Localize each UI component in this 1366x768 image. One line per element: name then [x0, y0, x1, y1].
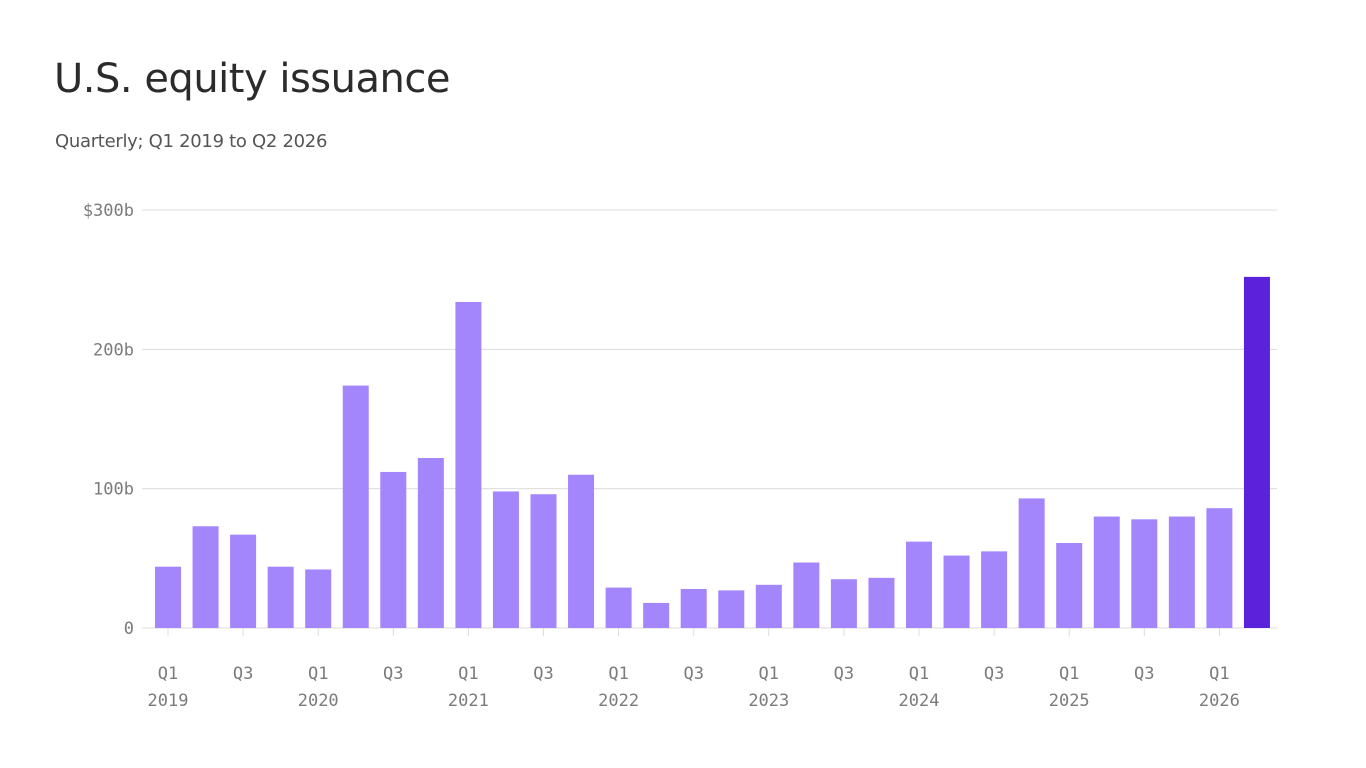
x-tick-year-label: 2022: [598, 691, 639, 711]
x-tick-quarter-label: Q1: [158, 664, 178, 684]
bar-q4-2024: [1018, 498, 1045, 628]
bar-q3-2020: [380, 471, 407, 628]
x-tick-quarter-label: Q3: [533, 664, 553, 684]
x-tick-quarter-label: Q1: [308, 664, 328, 684]
y-axis-ticks: 0 100b 200b $300b: [83, 201, 134, 639]
x-tick-year-label: 2019: [148, 691, 189, 711]
bar-q1-2026: [1206, 508, 1233, 628]
bar-q2-2022: [643, 602, 670, 628]
bar-q2-2020: [342, 385, 369, 628]
x-tick-quarter-label: Q3: [984, 664, 1004, 684]
x-tick-quarter-label: Q1: [759, 664, 779, 684]
bar-q4-2021: [568, 474, 595, 628]
bar-q4-2022: [718, 590, 745, 628]
bar-q3-2022: [680, 588, 707, 628]
x-tick-quarter-label: Q1: [458, 664, 478, 684]
x-tick-year-label: 2024: [899, 691, 940, 711]
y-tick-label: 0: [124, 619, 134, 639]
x-tick-year-label: 2026: [1199, 691, 1240, 711]
bar-q4-2025: [1168, 516, 1195, 628]
x-tick-quarter-label: Q1: [909, 664, 929, 684]
x-tick-quarter-label: Q3: [383, 664, 403, 684]
bar-q1-2022: [605, 587, 632, 628]
bar-q4-2019: [267, 566, 294, 628]
bar-q2-2024: [943, 555, 970, 628]
x-tick-year-label: 2021: [448, 691, 489, 711]
bar-q2-2023: [793, 562, 820, 628]
x-tick-quarter-label: Q1: [1209, 664, 1229, 684]
bar-q2-2026: [1243, 276, 1270, 628]
bar-q3-2024: [981, 551, 1008, 628]
x-tick-quarter-label: Q3: [834, 664, 854, 684]
bar-q2-2019: [192, 526, 219, 628]
y-tick-label: $300b: [83, 201, 134, 221]
x-tick-year-label: 2023: [748, 691, 789, 711]
bar-q1-2023: [755, 584, 782, 628]
bar-q1-2025: [1056, 543, 1083, 628]
bar-q3-2025: [1131, 519, 1158, 628]
bar-q3-2023: [830, 579, 857, 628]
x-axis-ticks: Q1 2019 Q3 Q1 2020 Q3 Q1 2021 Q3 Q1 2022 Q3 Q1 2023 Q3…: [148, 628, 1240, 711]
bar-q1-2024: [906, 541, 932, 628]
bar-q1-2020: [305, 569, 332, 628]
x-tick-quarter-label: Q3: [233, 664, 253, 684]
bar-q1-2021: [455, 301, 482, 628]
x-tick-year-label: 2025: [1049, 691, 1090, 711]
bar-q2-2021: [492, 491, 519, 628]
bar-q2-2025: [1093, 516, 1120, 628]
bar-q4-2020: [417, 458, 444, 628]
x-tick-quarter-label: Q1: [608, 664, 628, 684]
x-tick-quarter-label: Q3: [1134, 664, 1154, 684]
bar-q1-2019: [155, 566, 181, 628]
bar-q4-2023: [868, 577, 895, 628]
chart-title: U.S. equity issuance: [54, 56, 450, 102]
chart-subtitle: Quarterly; Q1 2019 to Q2 2026: [55, 131, 328, 152]
y-tick-label: 200b: [93, 340, 134, 360]
bars: [155, 276, 1270, 628]
bar-q3-2019: [230, 534, 257, 628]
bar-q3-2021: [530, 494, 557, 628]
x-tick-quarter-label: Q1: [1059, 664, 1079, 684]
x-tick-quarter-label: Q3: [683, 664, 703, 684]
x-tick-year-label: 2020: [298, 691, 339, 711]
y-tick-label: 100b: [93, 480, 134, 500]
